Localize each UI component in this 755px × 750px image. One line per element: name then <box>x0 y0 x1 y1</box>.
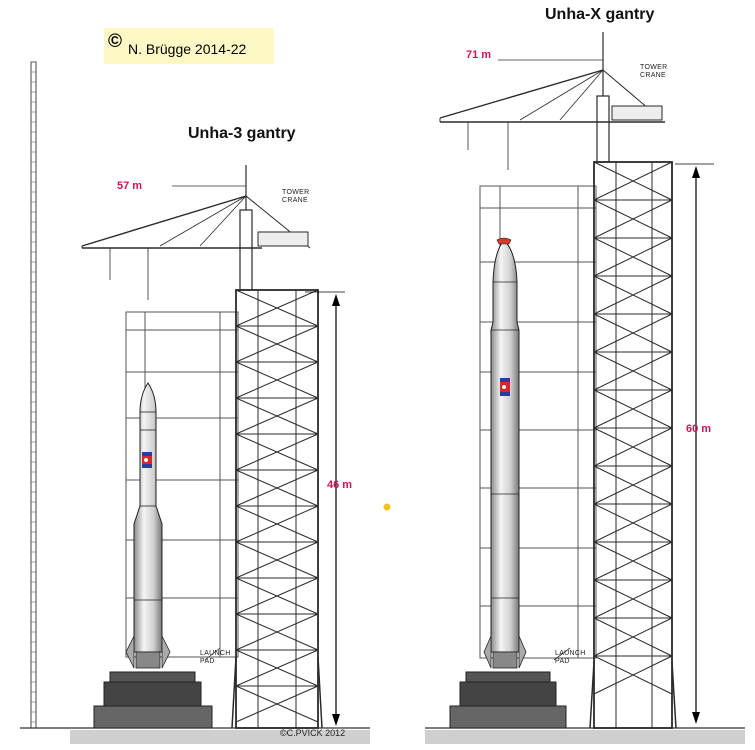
unha3-gantry <box>81 165 323 729</box>
marker-dot <box>383 503 391 511</box>
unha3-crane-height-label: 57 m <box>117 180 143 192</box>
unha3-title: Unha-3 gantry <box>188 125 296 142</box>
height-scale-ruler <box>30 61 37 729</box>
unhax-gantry-height-label: 60 m <box>686 423 712 435</box>
unha3-gantry-height-arrow <box>305 291 345 726</box>
unhax-title: Unha-X gantry <box>545 6 655 23</box>
unhax-crane-height-label: 71 m <box>466 49 492 61</box>
copyright-note: © N. Brügge 2014-22 <box>104 28 274 64</box>
copyright-text: N. Brügge 2014-22 <box>128 41 247 57</box>
unha3-gantry-height-label: 46 m <box>327 479 353 491</box>
unhax-launch-pad-label: LAUNCH PAD <box>555 650 586 665</box>
ground-base-left <box>70 730 370 744</box>
unhax-rocket <box>483 237 527 669</box>
unhax-tower-crane-label: TOWER CRANE <box>640 64 668 79</box>
cpvick-credit: ©C.PVICK 2012 <box>280 728 346 738</box>
unhax-gantry-height-arrow <box>675 163 714 724</box>
unhax-gantry <box>439 32 677 729</box>
unha3-tower-crane-label: TOWER CRANE <box>282 189 310 204</box>
ground-base-right <box>425 730 745 744</box>
unha3-launch-pad-label: LAUNCH PAD <box>200 650 231 665</box>
copyright-symbol: © <box>108 31 122 52</box>
unha3-rocket <box>125 382 171 669</box>
